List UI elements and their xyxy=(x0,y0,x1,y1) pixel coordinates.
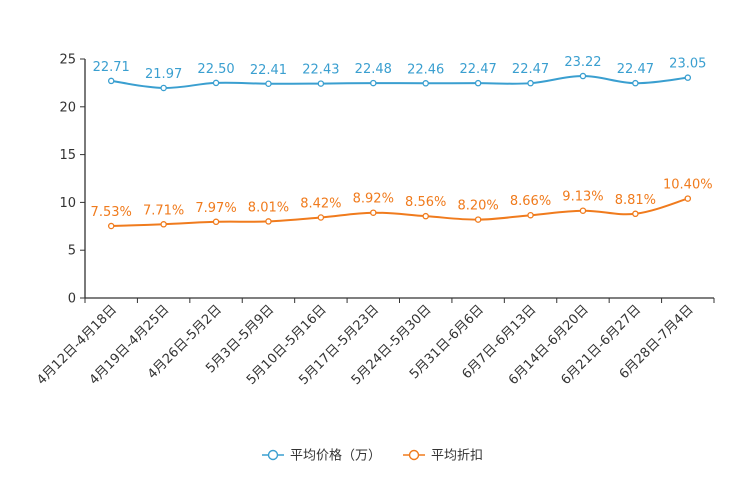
data-label: 22.71 xyxy=(93,60,130,75)
data-label: 7.97% xyxy=(195,201,236,216)
data-point xyxy=(212,79,220,87)
data-label: 22.47 xyxy=(617,62,654,77)
data-point xyxy=(422,80,429,87)
data-label: 8.01% xyxy=(248,200,289,215)
y-tick-label: 0 xyxy=(68,292,76,307)
data-label: 22.43 xyxy=(302,63,339,78)
data-label: 9.13% xyxy=(562,190,603,205)
data-point xyxy=(684,74,692,81)
data-label: 7.53% xyxy=(91,205,132,220)
data-label: 8.42% xyxy=(300,197,341,212)
data-point xyxy=(265,80,272,88)
data-label: 8.56% xyxy=(405,195,446,210)
data-point xyxy=(527,79,534,87)
data-label: 8.81% xyxy=(615,193,656,208)
axes: 05101520254月12日-4月18日4月19日-4月25日4月26日-5月… xyxy=(34,53,715,388)
data-label: 22.47 xyxy=(512,62,549,77)
data-label: 8.66% xyxy=(510,194,551,209)
y-tick-label: 15 xyxy=(59,148,76,163)
data-point xyxy=(212,218,220,226)
data-point xyxy=(422,212,429,220)
data-point xyxy=(160,221,167,228)
data-point xyxy=(579,207,587,214)
data-point xyxy=(579,72,587,80)
legend: 平均价格（万） 平均折扣 xyxy=(262,448,483,464)
data-point xyxy=(107,77,115,85)
data-point xyxy=(107,222,115,230)
series-line xyxy=(111,75,688,89)
legend-marker-icon xyxy=(408,449,420,461)
legend-label: 平均折扣 xyxy=(431,449,483,464)
data-point xyxy=(265,218,272,225)
data-label: 23.22 xyxy=(564,55,601,70)
data-point xyxy=(474,79,482,87)
series-layer: 22.71 21.97 22.50 22.41 22.43 22.48 22.46 22.47… xyxy=(91,55,713,230)
y-tick-label: 25 xyxy=(59,53,76,68)
y-tick-label: 5 xyxy=(68,244,76,259)
data-label: 21.97 xyxy=(145,67,182,82)
legend-item-2: 平均折扣 xyxy=(403,449,483,464)
data-point xyxy=(370,79,377,87)
legend-marker-icon xyxy=(267,449,279,461)
legend-item-1: 平均价格（万） xyxy=(262,448,381,464)
data-label: 22.48 xyxy=(355,62,392,77)
series-line xyxy=(111,197,689,228)
legend-label: 平均价格（万） xyxy=(290,448,381,464)
data-point xyxy=(370,209,377,216)
data-label: 7.71% xyxy=(143,203,184,218)
data-label: 10.40% xyxy=(663,178,713,193)
y-tick-label: 20 xyxy=(59,100,76,115)
data-label: 8.20% xyxy=(457,199,498,214)
data-label: 8.92% xyxy=(353,192,394,207)
data-point xyxy=(632,210,639,218)
data-label: 22.50 xyxy=(197,62,234,77)
y-tick-label: 10 xyxy=(59,196,76,211)
data-label: 22.46 xyxy=(407,62,444,77)
data-label: 22.47 xyxy=(460,62,497,77)
data-label: 23.05 xyxy=(669,57,706,72)
data-point xyxy=(527,211,534,219)
data-label: 22.41 xyxy=(250,63,287,78)
data-point xyxy=(317,214,325,221)
data-point xyxy=(632,79,639,87)
series-1: 22.71 21.97 22.50 22.41 22.43 22.48 22.46 22.47… xyxy=(93,55,706,92)
data-point xyxy=(474,216,482,223)
series-2: 7.53% 7.71% 7.97% 8.01% 8.42% 8.92% 8.56% 8.20%… xyxy=(91,178,713,230)
data-point xyxy=(317,80,325,87)
data-point xyxy=(684,195,692,202)
data-point xyxy=(160,84,167,92)
